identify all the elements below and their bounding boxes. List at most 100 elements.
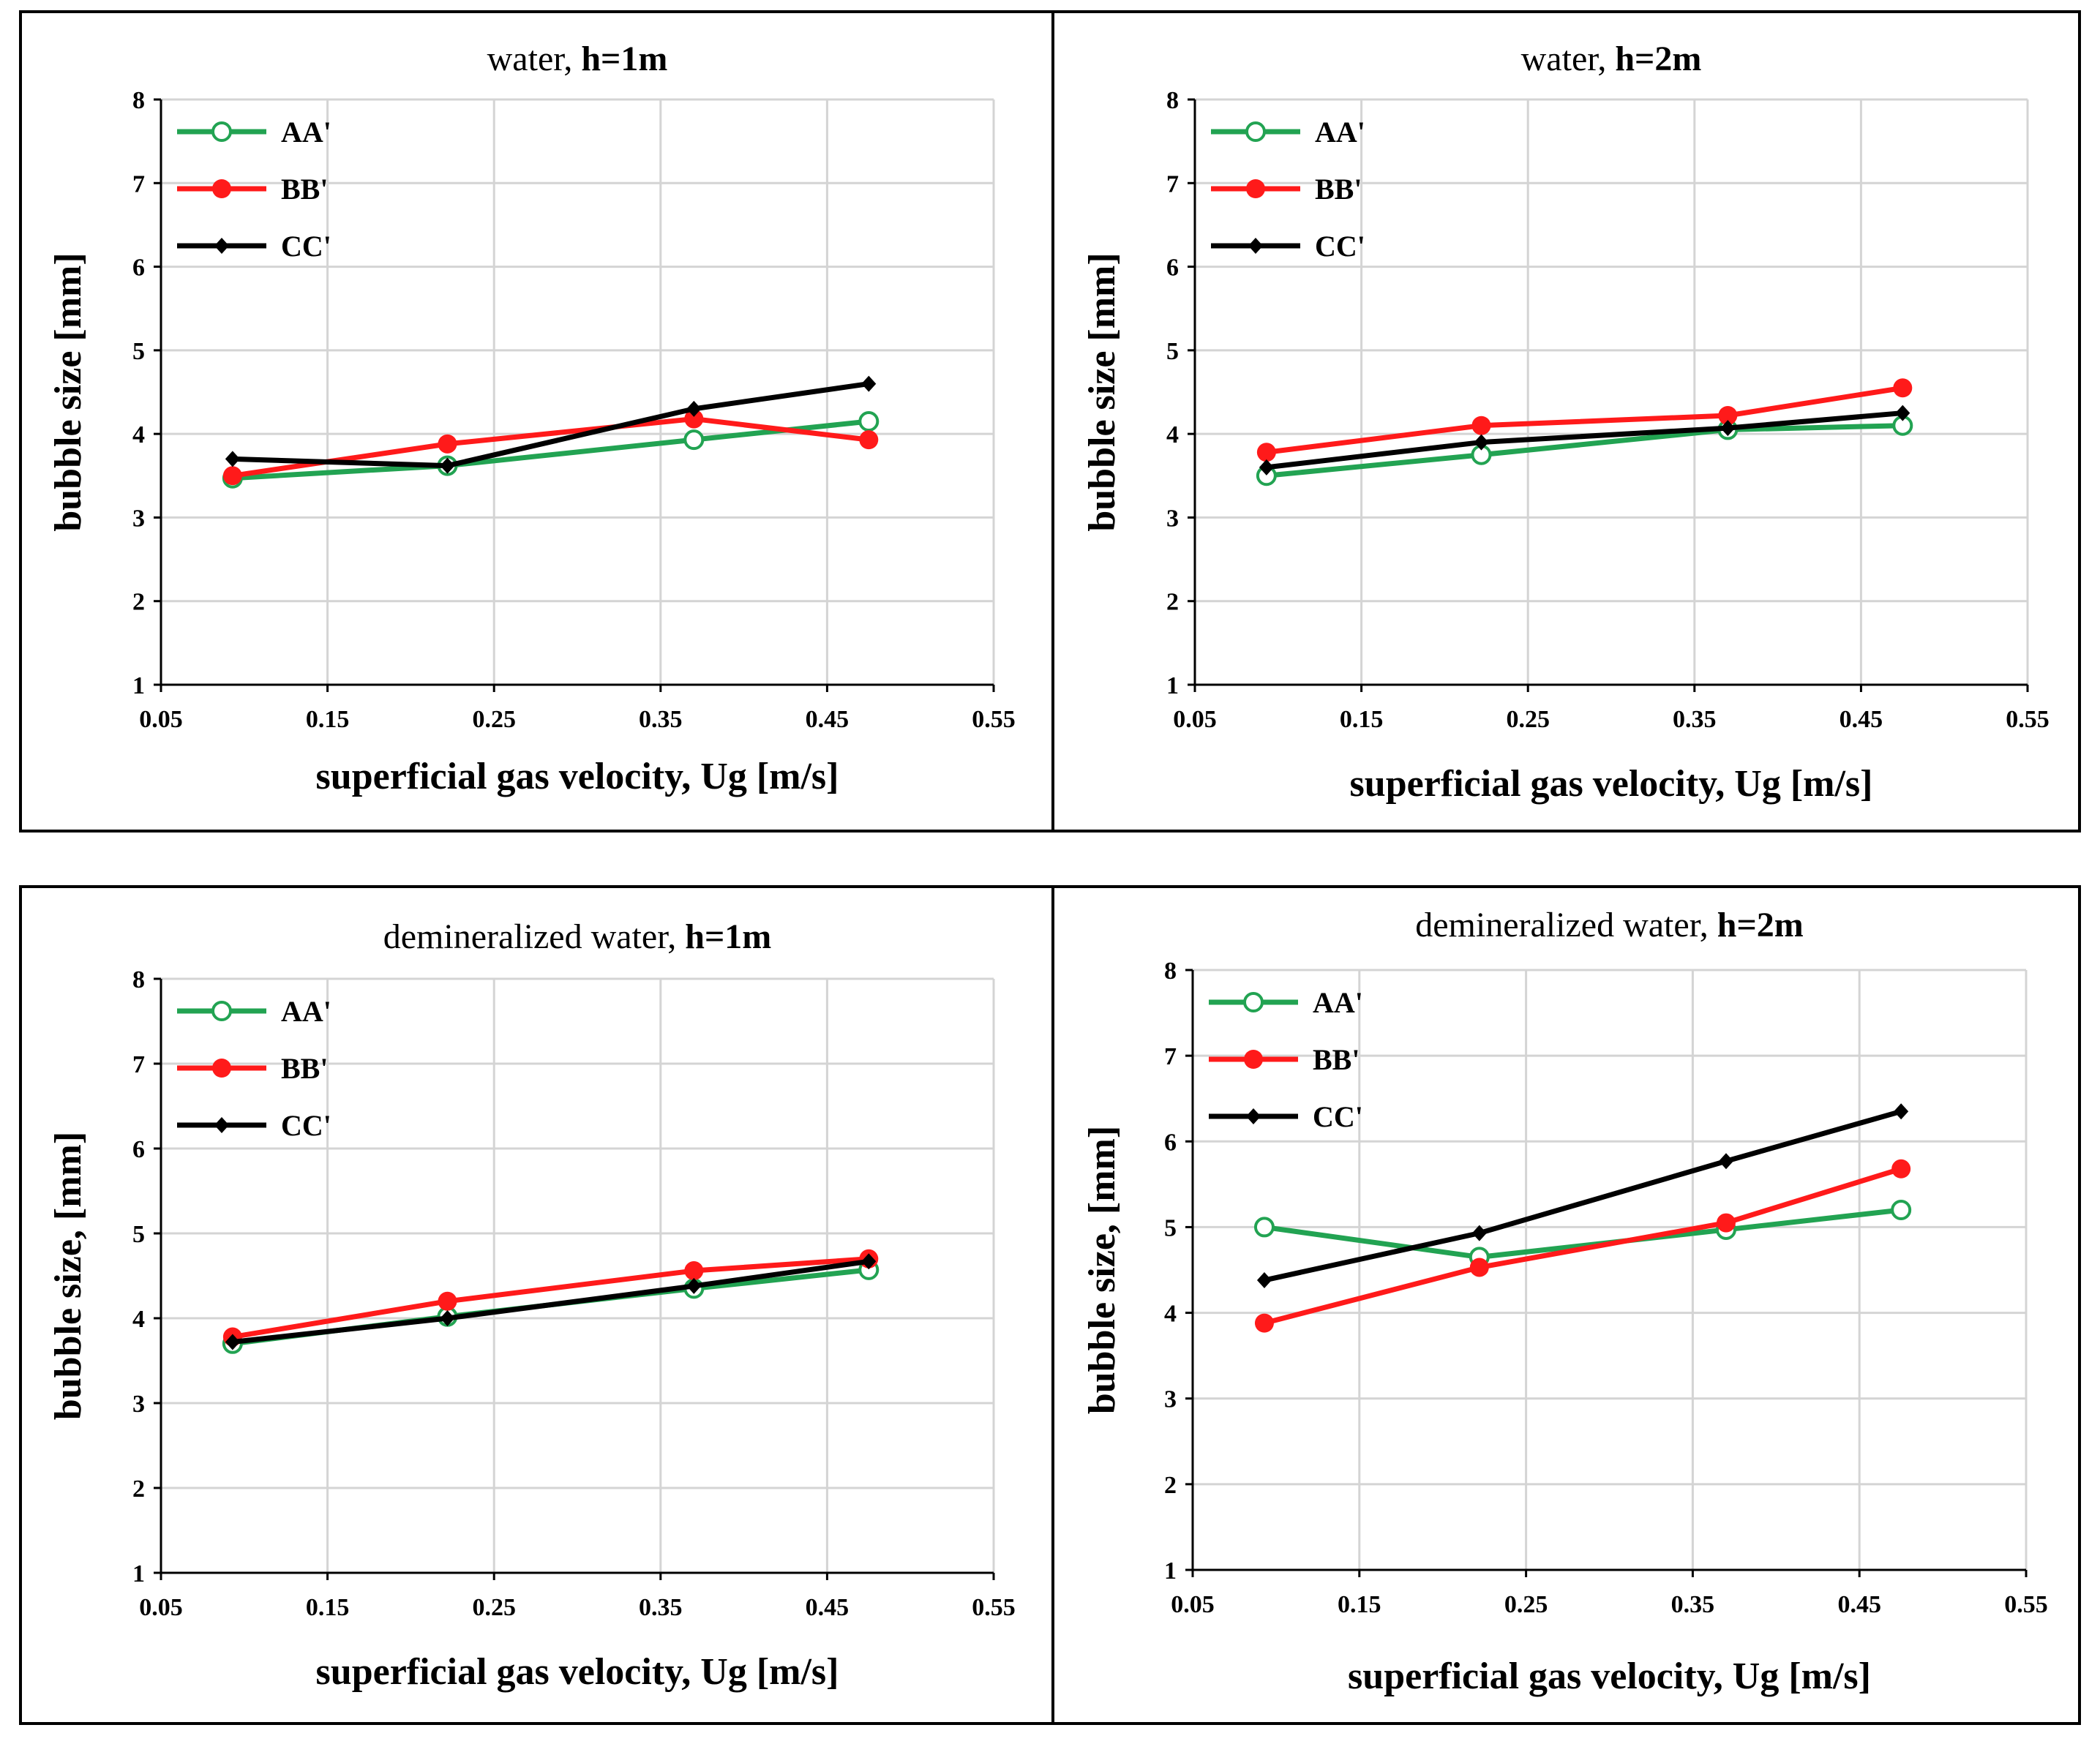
data-point-marker <box>859 430 879 450</box>
y-axis-label: bubble size, [mm] <box>48 1132 89 1420</box>
data-point-marker <box>861 1253 877 1270</box>
chart-title-bold: h=2m <box>1615 40 1701 78</box>
x-tick-label: 0.35 <box>1673 706 1717 733</box>
x-axis-label: superficial gas velocity, Ug [m/s] <box>1350 763 1873 805</box>
x-tick-label: 0.25 <box>1504 1591 1548 1618</box>
y-tick-label: 5 <box>132 1221 145 1248</box>
y-tick-label: 3 <box>132 1391 145 1418</box>
x-tick-label: 0.55 <box>2004 1591 2048 1618</box>
series-line-aap <box>1266 423 1903 478</box>
series-line-bbp <box>1264 1166 1902 1326</box>
x-tick-label: 0.25 <box>1506 706 1550 733</box>
x-tick-label: 0.05 <box>1171 1591 1215 1618</box>
data-point-marker <box>211 1001 232 1021</box>
y-tick-label: 4 <box>1166 421 1179 448</box>
x-axis-label: superficial gas velocity, Ug [m/s] <box>316 1651 839 1693</box>
y-tick-label: 5 <box>132 338 145 365</box>
data-point-marker <box>1720 420 1736 437</box>
y-tick-label: 4 <box>1164 1301 1177 1328</box>
legend-label: CC' <box>281 230 331 263</box>
legend-label: CC' <box>281 1109 331 1142</box>
x-axis-label: superficial gas velocity, Ug [m/s] <box>1348 1655 1871 1697</box>
y-tick-label: 6 <box>132 1136 145 1163</box>
data-point-marker <box>1259 459 1274 476</box>
y-tick-label: 5 <box>1164 1214 1177 1241</box>
legend-label: BB' <box>1315 173 1362 206</box>
y-tick-label: 2 <box>1166 589 1179 616</box>
data-point-marker <box>222 466 242 486</box>
data-point-marker <box>214 238 229 254</box>
y-tick-label: 4 <box>132 421 145 448</box>
data-point-marker <box>1256 443 1276 462</box>
data-point-marker <box>1474 434 1489 451</box>
data-point-marker <box>1894 1103 1909 1120</box>
x-tick-label: 0.55 <box>972 1594 1016 1621</box>
data-point-marker <box>1718 1153 1733 1170</box>
data-point-marker <box>1245 121 1266 142</box>
x-tick-label: 0.55 <box>2006 706 2050 733</box>
x-tick-label: 0.15 <box>1340 706 1384 733</box>
data-point-marker <box>686 1277 702 1294</box>
x-tick-label: 0.25 <box>472 706 516 733</box>
data-point-marker <box>684 1261 704 1281</box>
data-point-marker <box>1256 1272 1272 1289</box>
chart-water-h1: 0.05 0.15 0.25 0.35 0.45 0.55 1 2 3 4 5 6 7 8 water, h… <box>48 40 1016 797</box>
series-line-bbp <box>232 1256 869 1339</box>
y-tick-label: 1 <box>132 672 145 699</box>
y-tick-label: 8 <box>132 966 145 993</box>
legend-label: AA' <box>281 995 331 1028</box>
x-tick-label: 0.55 <box>972 706 1016 733</box>
y-axis-label: bubble size [mm] <box>1081 252 1123 531</box>
data-point-marker <box>1716 1213 1736 1233</box>
x-tick-label: 0.45 <box>1837 1591 1881 1618</box>
legend-label: CC' <box>1313 1100 1363 1133</box>
series-line-ccp <box>1266 410 1903 470</box>
data-point-marker <box>1893 378 1913 398</box>
data-point-marker <box>438 434 457 454</box>
data-point-marker <box>1891 1200 1912 1220</box>
y-tick-label: 6 <box>1166 255 1179 282</box>
data-point-marker <box>211 121 232 142</box>
x-tick-label: 0.25 <box>472 1594 516 1621</box>
x-tick-label: 0.45 <box>1840 706 1883 733</box>
data-point-marker <box>861 375 877 392</box>
data-point-marker <box>1718 406 1738 425</box>
legend-label: BB' <box>281 173 328 206</box>
chart-title-bold: h=1m <box>581 40 667 78</box>
data-point-marker <box>438 1291 457 1311</box>
chart-title: demineralized water, h=1m <box>383 917 772 956</box>
y-tick-label: 8 <box>132 87 145 114</box>
y-tick-label: 4 <box>132 1306 145 1333</box>
y-tick-label: 8 <box>1166 87 1179 114</box>
y-tick-label: 3 <box>1164 1386 1177 1413</box>
y-tick-label: 1 <box>132 1560 145 1587</box>
x-tick-label: 0.05 <box>139 706 183 733</box>
y-tick-label: 8 <box>1164 958 1177 985</box>
chart-title-plain: water, <box>1521 40 1616 78</box>
data-point-marker <box>858 411 880 432</box>
top-row-frame <box>19 10 2081 832</box>
data-point-marker <box>1244 1050 1263 1069</box>
chart-title-plain: water, <box>487 40 582 78</box>
data-point-marker <box>1253 1217 1275 1238</box>
chart-title: demineralized water, h=2m <box>1415 906 1804 944</box>
chart-demineralized-water-h1: 0.05 0.15 0.25 0.35 0.45 0.55 1 2 3 4 5 6 7 8 deminera… <box>48 917 1016 1693</box>
chart-title: water, h=2m <box>1521 40 1702 78</box>
data-point-marker <box>1891 1159 1911 1179</box>
data-point-marker <box>1243 992 1264 1012</box>
legend-label: AA' <box>281 116 331 149</box>
top-row-divider <box>1051 10 1054 832</box>
bottom-row-frame <box>19 885 2081 1725</box>
chart-title-plain: demineralized water, <box>383 917 686 956</box>
data-point-marker <box>1895 405 1910 421</box>
x-tick-label: 0.15 <box>306 1594 350 1621</box>
data-point-marker <box>1246 179 1265 198</box>
data-point-marker <box>1471 1225 1487 1241</box>
chart-title-bold: h=1m <box>685 917 771 956</box>
y-axis-label: bubble size, [mm] <box>1081 1126 1123 1414</box>
y-tick-label: 6 <box>1164 1129 1177 1156</box>
legend-label: AA' <box>1315 116 1365 149</box>
data-point-marker <box>1471 416 1491 435</box>
data-point-marker <box>686 400 702 417</box>
series-line-ccp <box>232 381 869 469</box>
